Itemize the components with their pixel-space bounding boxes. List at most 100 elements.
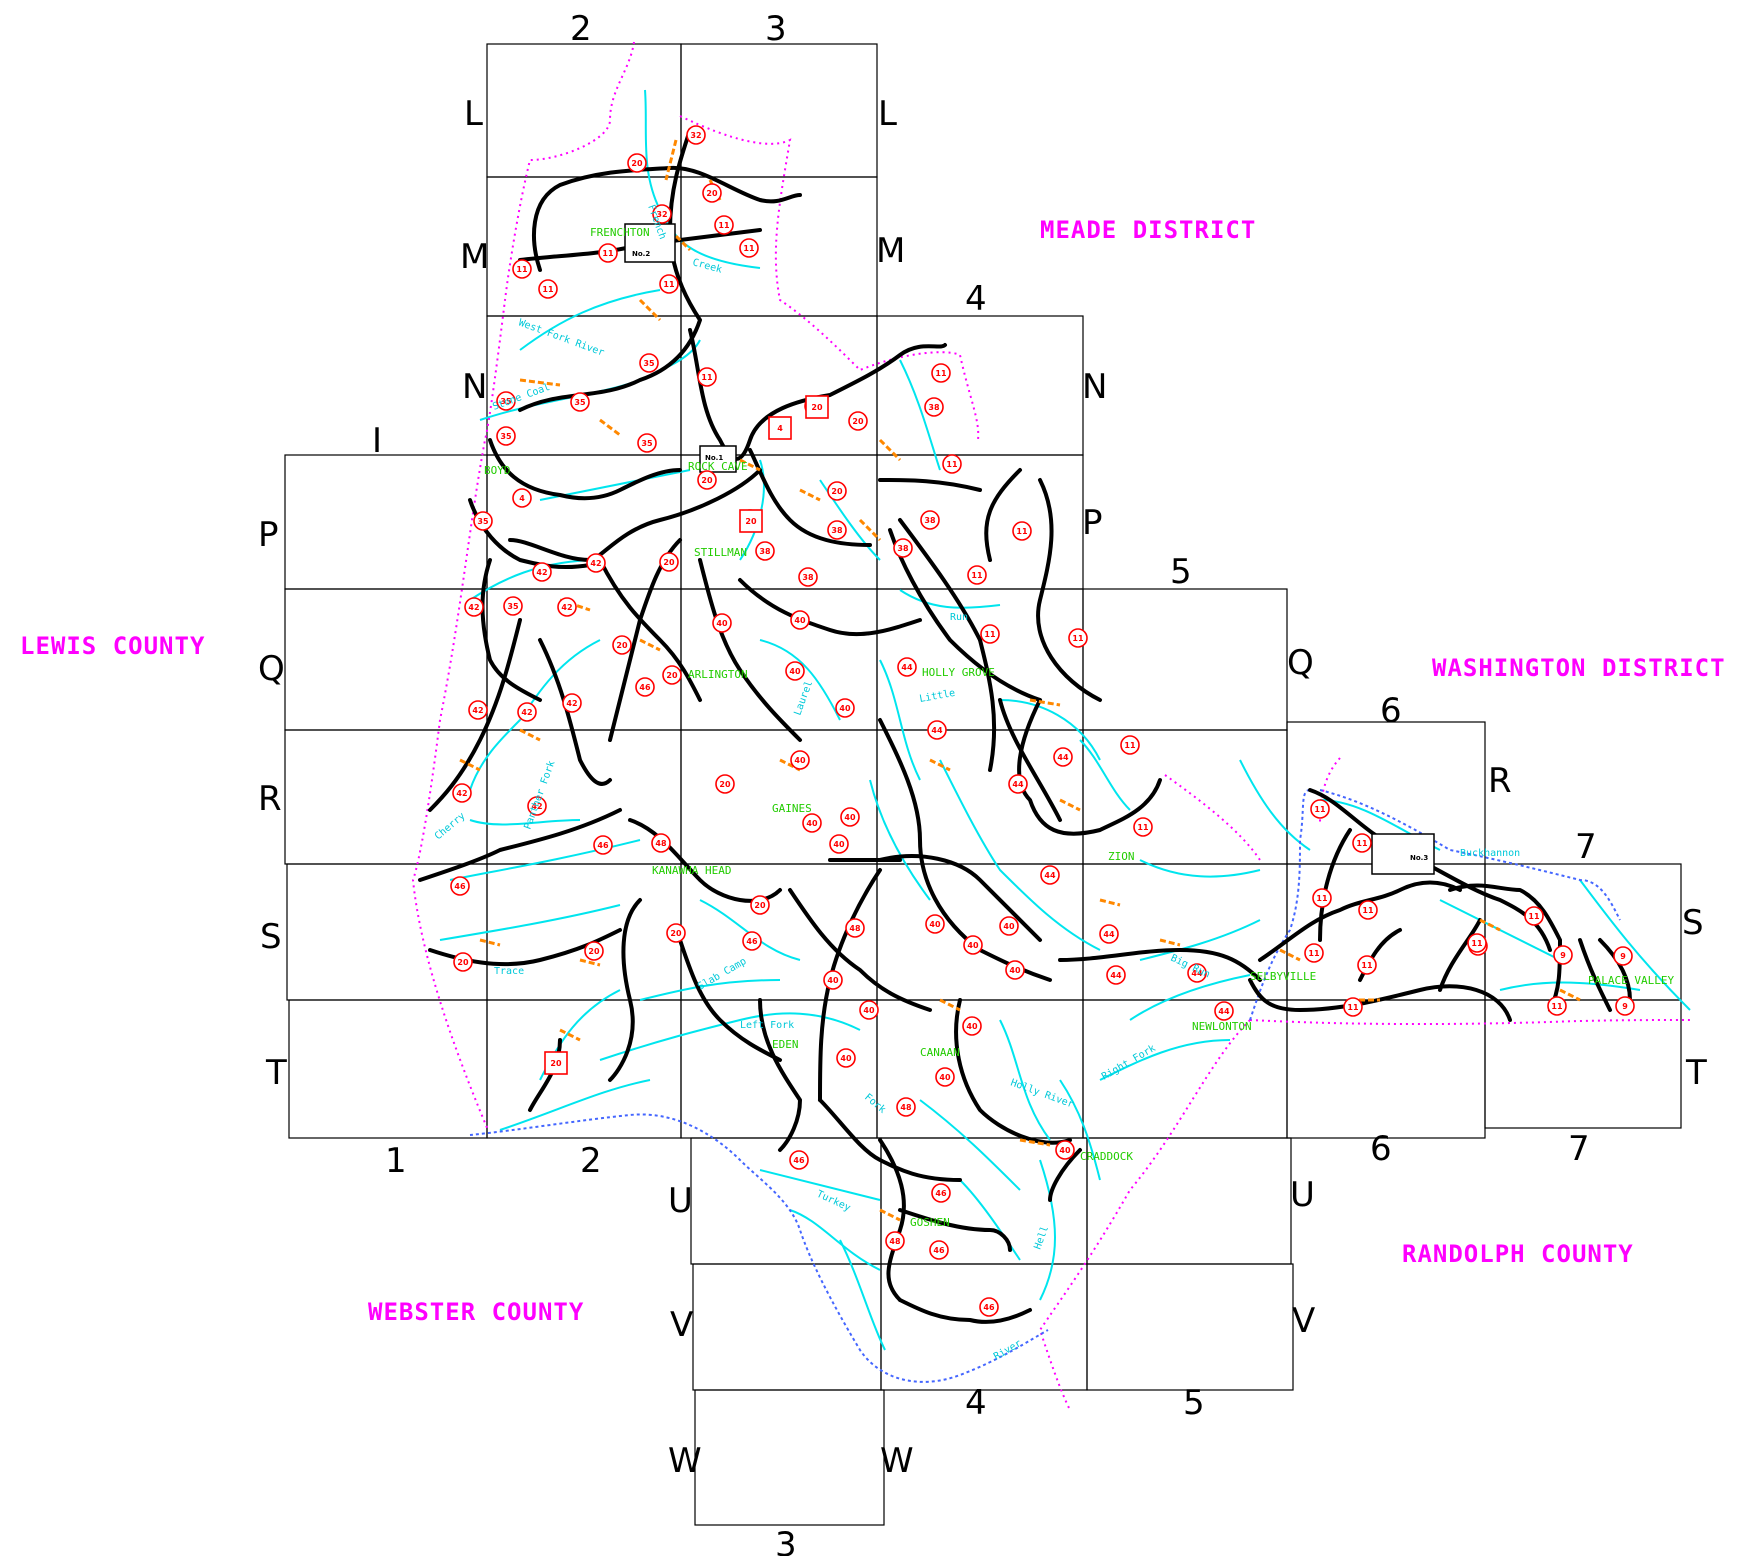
route-marker: 46 <box>593 835 613 855</box>
route-marker: 35 <box>503 596 523 616</box>
route-marker-number: 38 <box>897 544 909 553</box>
route-marker-number: 20 <box>457 958 469 967</box>
route-marker: 42 <box>452 783 472 803</box>
route-marker: 11 <box>1120 735 1140 755</box>
route-marker-number: 9 <box>1622 1002 1628 1011</box>
road-annotations <box>459 139 1581 1222</box>
route-marker-number: 46 <box>983 1303 995 1312</box>
row-label-right-w: W <box>880 1441 914 1481</box>
stream-label-holly-river: Holly River <box>1009 1077 1075 1110</box>
place-canaan: CANAAN <box>920 1046 960 1059</box>
place-craddock: CRADDOCK <box>1080 1150 1133 1163</box>
route-marker: 42 <box>557 597 577 617</box>
route-marker-number: 38 <box>831 526 843 535</box>
route-marker-circle <box>1008 774 1028 794</box>
route-marker: 48 <box>651 833 671 853</box>
row-label-right-u: U <box>1290 1175 1315 1215</box>
route-marker-circle <box>802 813 822 833</box>
route-marker-circle <box>924 397 944 417</box>
route-marker: 46 <box>742 931 762 951</box>
place-gaines: GAINES <box>772 802 812 815</box>
row-label-left-r: R <box>258 779 282 819</box>
route-marker: 42 <box>517 702 537 722</box>
route-marker: 40 <box>840 807 860 827</box>
stream-label-fork: Fork <box>862 1092 888 1116</box>
route-marker-circle <box>686 125 706 145</box>
route-marker-circle <box>827 520 847 540</box>
place-eden: EDEN <box>772 1038 799 1051</box>
place-zion: ZION <box>1108 850 1135 863</box>
route-marker-circle <box>512 488 532 508</box>
route-marker-circle <box>557 597 577 617</box>
route-marker: 38 <box>920 510 940 530</box>
route-marker-circle <box>450 876 470 896</box>
route-marker-circle <box>635 677 655 697</box>
route-marker: 40 <box>712 613 732 633</box>
row-label-left-u: U <box>668 1181 693 1221</box>
route-marker: 11 <box>512 259 532 279</box>
route-marker: 40 <box>925 914 945 934</box>
route-marker-number: 11 <box>1137 823 1149 832</box>
route-marker-circle <box>897 657 917 677</box>
route-marker: 20 <box>827 481 847 501</box>
route-marker-circle <box>532 562 552 582</box>
route-marker-circle <box>1012 521 1032 541</box>
stream-label-river: River <box>992 1338 1024 1363</box>
route-marker-number: 44 <box>1218 1007 1230 1016</box>
route-marker-number: 11 <box>1347 1003 1359 1012</box>
route-marker: 38 <box>755 541 775 561</box>
route-marker-number: 20 <box>706 189 718 198</box>
route-marker: 11 <box>967 565 987 585</box>
route-marker: 11 <box>659 274 679 294</box>
route-marker: 11 <box>697 367 717 387</box>
route-marker-circle <box>527 796 547 816</box>
route-marker: 35 <box>496 391 516 411</box>
route-shield-box <box>544 1051 568 1075</box>
route-marker: 38 <box>798 567 818 587</box>
route-shield-box <box>739 509 763 533</box>
route-marker-number: 40 <box>844 813 856 822</box>
route-marker-number: 35 <box>477 517 489 526</box>
route-marker: 11 <box>1467 933 1487 953</box>
route-marker: 44 <box>1040 865 1060 885</box>
region-label-lewis: LEWIS COUNTY <box>20 632 205 660</box>
route-marker: 20 <box>662 665 682 685</box>
route-marker: 35 <box>639 353 659 373</box>
route-marker-circle <box>925 914 945 934</box>
route-marker-number: 35 <box>643 359 655 368</box>
route-marker-number: 38 <box>924 516 936 525</box>
route-marker-number: 40 <box>806 819 818 828</box>
route-shield-number: 4 <box>777 424 783 433</box>
grid-row-labels-left: L M N P Q R S T U V W <box>258 94 702 1481</box>
route-marker: 20 <box>453 952 473 972</box>
route-marker-number: 42 <box>472 706 483 715</box>
place-labels: FRENCHTON ROCK CAVE STILLMAN ARLINGTON H… <box>484 226 1674 1229</box>
route-marker: 11 <box>714 215 734 235</box>
route-marker-circle <box>931 1183 951 1203</box>
route-marker: 40 <box>835 698 855 718</box>
route-marker-number: 35 <box>500 432 512 441</box>
route-marker-number: 40 <box>1009 966 1021 975</box>
route-marker: 4 <box>512 488 532 508</box>
row-label-right-r: R <box>1488 761 1512 801</box>
place-goshen: GOSHEN <box>910 1216 950 1229</box>
route-marker: 11 <box>931 363 951 383</box>
route-marker-number: 20 <box>631 159 643 168</box>
row-label-left-n: N <box>462 367 487 407</box>
column-label-7: 7 <box>1575 827 1597 867</box>
route-marker-circle <box>896 1097 916 1117</box>
route-marker: 20 <box>627 153 647 173</box>
place-rock-cave: ROCK CAVE <box>688 460 748 473</box>
route-marker-circle <box>1357 955 1377 975</box>
route-marker: 11 <box>1524 906 1544 926</box>
stream-label-right-fork: Right Fork <box>1100 1043 1158 1083</box>
route-shield-number: 20 <box>811 403 823 412</box>
column-label-bottom-4: 4 <box>965 1383 987 1423</box>
column-label-i: I <box>372 421 382 461</box>
route-marker-number: 48 <box>655 839 667 848</box>
route-marker: 11 <box>739 238 759 258</box>
route-marker-number: 38 <box>759 547 771 556</box>
column-label-6: 6 <box>1380 691 1402 731</box>
column-label-bottom-6: 6 <box>1370 1129 1392 1169</box>
route-marker-circle <box>742 931 762 951</box>
